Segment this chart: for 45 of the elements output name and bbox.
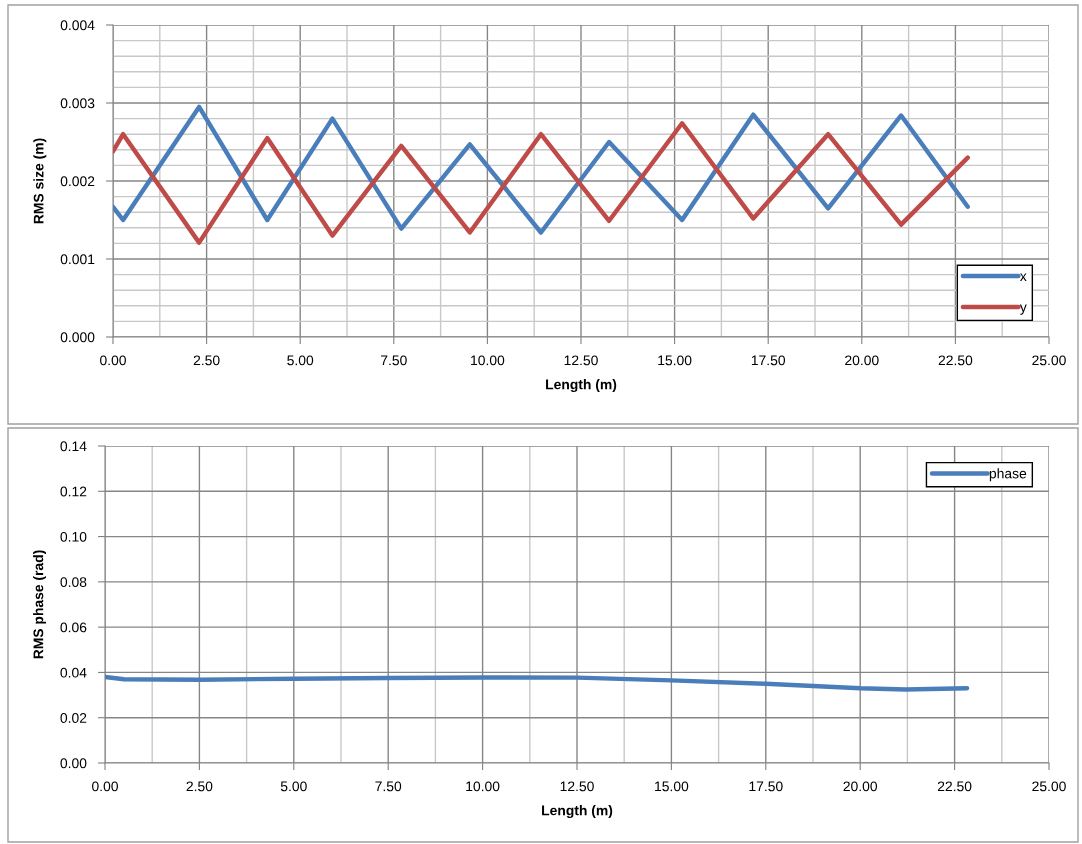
y-tick-label: 0.000 [60, 332, 95, 343]
y-tick-label: 0.08 [60, 577, 87, 588]
y-tick-label: 0.06 [60, 622, 87, 633]
x-axis-title: Length (m) [546, 379, 617, 393]
x-tick-label: 12.50 [560, 781, 594, 792]
x-tick-label: 20.00 [843, 781, 878, 792]
x-tick-label: 15.00 [658, 355, 692, 366]
x-tick-label: 7.50 [381, 355, 407, 366]
x-tick-label: 20.00 [845, 355, 879, 366]
legend-label: x [1019, 273, 1027, 281]
x-tick-label: 5.00 [287, 355, 314, 366]
x-tick-label: 0.00 [92, 781, 118, 792]
line-series [105, 674, 970, 692]
x-axis-title: Length (m) [542, 805, 613, 819]
x-tick-label: 2.50 [186, 781, 213, 792]
y-tick-label: 0.004 [60, 20, 95, 31]
y-tick-label: 0.00 [60, 758, 87, 769]
y-tick-label: 0.14 [60, 441, 87, 452]
legend-label: y [1019, 304, 1027, 315]
y-tick-label: 0.10 [60, 531, 87, 542]
x-tick-label: 0.00 [100, 355, 126, 366]
x-tick-label: 17.50 [751, 355, 786, 366]
x-tick-label: 15.00 [655, 781, 689, 792]
x-tick-label: 10.00 [466, 781, 500, 792]
x-tick-label: 2.50 [193, 355, 220, 366]
x-tick-label: 17.50 [749, 781, 783, 792]
y-tick-label: 0.12 [60, 486, 87, 497]
y-tick-label: 0.04 [60, 667, 87, 678]
y-tick-label: 0.001 [60, 254, 95, 265]
x-tick-label: 12.50 [564, 355, 598, 366]
y-axis-title: RMS phase (rad) [33, 550, 47, 659]
x-tick-label: 7.50 [375, 781, 402, 792]
line-series [113, 121, 970, 245]
legend-label: phase [989, 468, 1027, 482]
x-tick-label: 25.00 [1032, 355, 1066, 366]
x-tick-label: 22.50 [937, 781, 972, 792]
y-tick-label: 0.002 [60, 176, 95, 187]
y-tick-label: 0.003 [60, 98, 95, 109]
x-tick-label: 10.00 [471, 355, 505, 366]
x-tick-label: 25.00 [1032, 781, 1066, 792]
y-axis-title: RMS size (m) [33, 138, 47, 224]
y-tick-label: 0.02 [60, 713, 87, 723]
x-tick-label: 5.00 [280, 781, 307, 792]
x-tick-label: 22.50 [938, 355, 973, 366]
line-series [113, 104, 970, 235]
